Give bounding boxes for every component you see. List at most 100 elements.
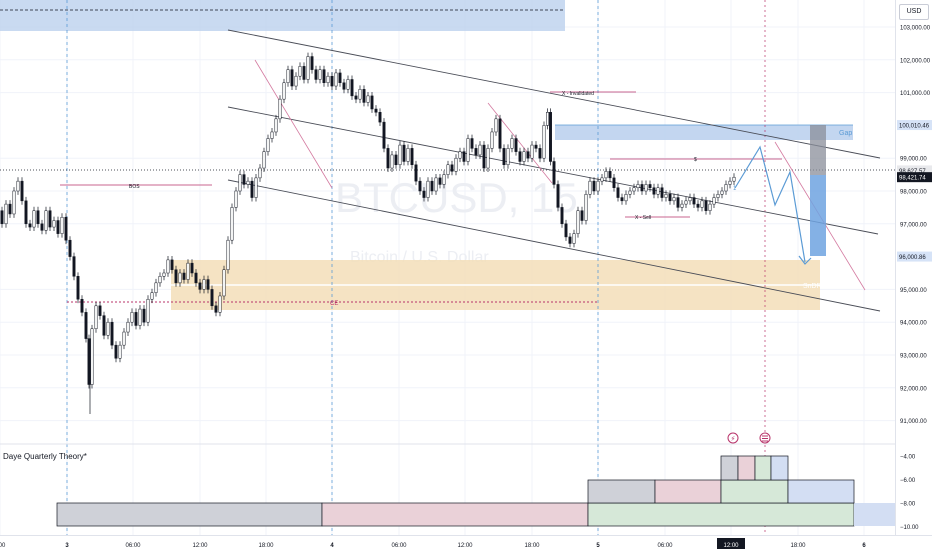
candle-body xyxy=(202,279,206,290)
time-tick-label: 5 xyxy=(596,543,600,549)
currency-selector[interactable]: USD xyxy=(899,4,929,20)
candle-body xyxy=(346,79,350,90)
micro-quarter-q2 xyxy=(737,455,756,481)
candle-body xyxy=(118,344,122,359)
sub-quarter-q4 xyxy=(787,479,855,504)
candle-body xyxy=(306,56,310,80)
candle-body xyxy=(398,144,402,166)
candle-body xyxy=(542,125,546,159)
candle-body xyxy=(334,72,338,87)
candle-body xyxy=(282,82,286,100)
candle-body xyxy=(660,187,664,198)
candle-body xyxy=(290,69,294,87)
price-badge-label: 96,000.86 xyxy=(899,255,926,261)
candle-body xyxy=(474,148,478,156)
candle-body xyxy=(0,210,4,225)
candle-body xyxy=(32,210,36,228)
candle-body xyxy=(94,305,98,330)
time-tick-label: 3 xyxy=(65,543,69,549)
candle-body xyxy=(560,207,564,225)
candle-body xyxy=(704,200,708,211)
candle-body xyxy=(552,161,556,185)
candle-body xyxy=(530,144,534,159)
flag-usa-icon[interactable] xyxy=(759,432,771,444)
candle-body xyxy=(482,144,486,169)
gap-zone[interactable] xyxy=(555,125,853,140)
candle-body xyxy=(526,151,530,159)
candle-body xyxy=(194,272,198,284)
candle-body xyxy=(470,138,474,149)
candle-body xyxy=(210,289,214,307)
candle-body xyxy=(708,203,712,211)
candle-body xyxy=(386,148,390,169)
sub-quarter-q2 xyxy=(654,479,722,504)
forecast-gray-box[interactable] xyxy=(810,125,826,175)
price-tick-label: 97,000.00 xyxy=(900,222,927,228)
candle-body xyxy=(298,66,302,77)
candle-body xyxy=(604,171,608,179)
candle-body xyxy=(664,194,668,198)
top-liquidity-zone[interactable] xyxy=(0,0,565,31)
candle-body xyxy=(478,144,482,156)
projected-path[interactable] xyxy=(734,145,806,263)
svg-text:⚡: ⚡ xyxy=(731,435,736,443)
candle-body xyxy=(588,180,592,195)
news-event-icon[interactable]: ⚡ xyxy=(727,432,739,444)
candle-body xyxy=(52,220,56,228)
candle-body xyxy=(576,210,580,234)
candle-body xyxy=(174,269,178,284)
candle-body xyxy=(632,187,636,192)
channel-upper-line[interactable] xyxy=(227,29,881,159)
candle-body xyxy=(648,184,652,188)
time-tick-label: 06:00 xyxy=(125,543,141,549)
price-badge xyxy=(897,251,932,262)
quarterly-theory-indicator[interactable] xyxy=(56,455,895,527)
candle-body xyxy=(506,148,510,166)
candle-body xyxy=(374,108,378,113)
micro-quarter-q3 xyxy=(754,455,772,481)
candle-body xyxy=(486,148,490,169)
candle-body xyxy=(12,190,16,215)
candle-body xyxy=(668,194,672,202)
channel-lower-line[interactable] xyxy=(227,179,881,312)
candle-body xyxy=(502,148,506,166)
forecast-blue-box[interactable] xyxy=(810,175,826,256)
candle-body xyxy=(556,184,560,208)
candle-body xyxy=(246,180,250,185)
candle-body xyxy=(720,190,724,195)
trend-annotation-line[interactable] xyxy=(254,59,333,189)
candle-body xyxy=(106,321,110,336)
price-tick-label: 102,000.00 xyxy=(900,58,931,64)
indicator-legend-label[interactable]: Daye Quarterly Theory* xyxy=(3,452,87,461)
candle-body xyxy=(234,190,238,208)
time-axis[interactable]: 00 3 06:00 12:00 18:00 4 06:00 12:00 18:00 5 06:00… xyxy=(0,535,932,551)
price-tick-label: 91,000.00 xyxy=(900,419,927,425)
candle-body xyxy=(326,75,330,84)
candle-body xyxy=(262,151,266,169)
candle-body xyxy=(218,295,222,313)
price-badge-label: 98,421.74 xyxy=(899,176,926,182)
price-tick-label: 92,000.00 xyxy=(900,386,927,392)
candle-body xyxy=(130,312,134,323)
candle-body xyxy=(656,187,660,195)
candle-body xyxy=(676,197,680,208)
candle-body xyxy=(494,118,498,133)
price-badge-label: 98,627.57 xyxy=(899,169,926,175)
price-badge-label: 100,010.46 xyxy=(899,124,930,130)
time-tick-label: 00 xyxy=(0,543,6,549)
candlestick-series[interactable] xyxy=(0,52,736,415)
candle-body xyxy=(712,197,716,205)
candle-body xyxy=(458,151,462,159)
candle-body xyxy=(382,121,386,149)
candle-body xyxy=(568,236,572,244)
price-axis[interactable]: 103,000.00 102,000.00 101,000.00 99,000.00 9… xyxy=(895,0,932,535)
candle-body xyxy=(454,157,458,172)
candle-body xyxy=(36,210,40,225)
candle-body xyxy=(620,197,624,202)
candle-body xyxy=(580,210,584,221)
candle-body xyxy=(418,180,422,192)
trend-annotation-line[interactable] xyxy=(487,102,553,184)
candle-body xyxy=(60,216,64,234)
candle-body xyxy=(724,184,728,192)
